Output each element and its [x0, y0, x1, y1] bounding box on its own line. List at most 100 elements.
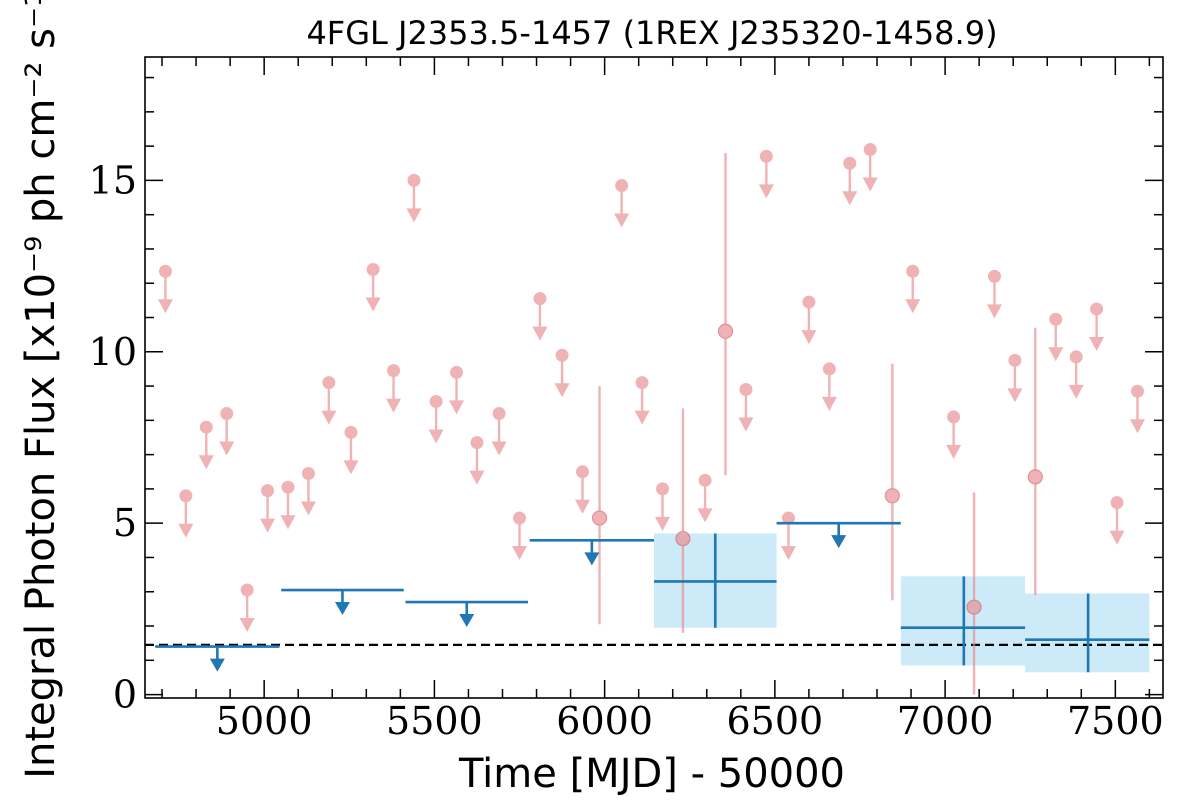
- upper-limit-arrowhead: [584, 552, 600, 566]
- upper-limit-arrowhead: [758, 184, 774, 199]
- upper-limit-marker: [240, 583, 254, 597]
- short-bin-upper-limit: [321, 376, 337, 425]
- short-bin-detection: [591, 386, 608, 625]
- upper-limit-arrowhead: [1048, 347, 1064, 362]
- upper-limit-arrowhead: [406, 208, 422, 223]
- upper-limit-marker: [1110, 496, 1124, 510]
- upper-limit-marker: [635, 376, 649, 390]
- upper-limit-arrowhead: [209, 658, 225, 672]
- upper-limit-arrowhead: [491, 441, 507, 456]
- upper-limit-arrowhead: [321, 410, 337, 425]
- short-bin-upper-limit: [386, 364, 402, 413]
- upper-limit-marker: [301, 466, 315, 480]
- y-tick-label: 10: [89, 330, 137, 374]
- upper-limit-marker: [429, 394, 443, 408]
- upper-limit-arrowhead: [634, 410, 650, 425]
- short-bin-upper-limit: [655, 482, 671, 531]
- detection-marker: [1027, 469, 1043, 485]
- short-bin-upper-limit: [260, 484, 276, 533]
- upper-limit-arrowhead: [178, 523, 194, 538]
- upper-limit-arrowhead: [831, 535, 847, 549]
- short-bin-upper-limit: [532, 292, 548, 341]
- upper-limit-marker: [492, 406, 506, 420]
- x-tick-label: 7500: [1067, 699, 1164, 743]
- upper-limit-arrowhead: [842, 191, 858, 206]
- short-bin-upper-limit: [842, 156, 858, 206]
- upper-limit-marker: [220, 406, 234, 420]
- short-bin-upper-limit: [1048, 312, 1064, 362]
- upper-limit-marker: [802, 295, 816, 309]
- upper-limit-marker: [387, 364, 401, 378]
- upper-limit-marker: [1069, 350, 1083, 364]
- long-bin-detection: [654, 533, 777, 628]
- upper-limit-marker: [407, 173, 421, 187]
- upper-limit-arrowhead: [780, 546, 796, 561]
- x-tick-label: 7000: [897, 699, 994, 743]
- upper-limit-arrowhead: [469, 470, 485, 485]
- detection-marker: [675, 531, 691, 547]
- upper-limit-arrowhead: [614, 213, 630, 228]
- upper-limit-marker: [322, 376, 336, 390]
- short-bin-upper-limit: [491, 406, 507, 456]
- short-bin-upper-limit: [780, 511, 796, 561]
- upper-limit-arrowhead: [1129, 419, 1145, 434]
- long-bin-upper-limit: [529, 539, 654, 566]
- upper-limit-arrowhead: [512, 546, 528, 561]
- upper-limit-marker: [1008, 353, 1022, 367]
- upper-limit-arrowhead: [738, 417, 754, 432]
- short-bin-upper-limit: [1007, 353, 1023, 403]
- short-bin-upper-limit: [219, 406, 235, 456]
- upper-limit-marker: [470, 436, 484, 450]
- upper-limit-arrowhead: [198, 455, 214, 470]
- y-tick-label: 5: [113, 501, 137, 545]
- short-bin-upper-limit: [801, 295, 817, 345]
- upper-limit-arrowhead: [1109, 530, 1125, 545]
- short-bin-upper-limit: [758, 149, 774, 199]
- upper-limit-arrowhead: [239, 618, 255, 633]
- short-bin-upper-limit: [697, 473, 713, 523]
- upper-limit-arrowhead: [554, 383, 570, 398]
- upper-limit-arrowhead: [946, 444, 962, 459]
- short-bin-detection: [884, 363, 900, 601]
- upper-limit-marker: [199, 420, 213, 434]
- upper-limit-marker: [366, 263, 380, 277]
- short-bin-detection: [717, 152, 734, 476]
- short-bin-upper-limit: [428, 394, 444, 444]
- upper-limit-marker: [759, 149, 773, 163]
- labels-layer: Time [MJD] - 50000 Integral Photon Flux …: [18, 0, 1164, 797]
- upper-limit-marker: [555, 348, 569, 362]
- long-bin-upper-limit: [155, 645, 280, 672]
- short-bin-upper-limit: [343, 425, 359, 475]
- upper-limit-marker: [450, 365, 464, 379]
- upper-limit-marker: [781, 511, 795, 525]
- short-bin-upper-limit: [905, 264, 921, 314]
- upper-limit-arrowhead: [1007, 388, 1023, 403]
- upper-limit-marker: [615, 179, 629, 193]
- upper-limit-arrowhead: [905, 299, 921, 314]
- short-bin-upper-limit: [986, 269, 1002, 319]
- short-bin-upper-limit: [575, 465, 591, 514]
- x-tick-label: 5500: [386, 699, 483, 743]
- short-bin-detection: [1027, 327, 1043, 596]
- x-tick-label: 6500: [727, 699, 824, 743]
- short-bin-upper-limit: [634, 376, 650, 425]
- short-bin-upper-limit: [1068, 350, 1084, 399]
- short-bin-upper-limit: [512, 511, 528, 561]
- upper-limit-arrowhead: [801, 330, 817, 345]
- short-bin-upper-limit: [406, 173, 422, 223]
- upper-limit-marker: [344, 425, 358, 439]
- short-bin-upper-limit: [821, 362, 837, 411]
- short-bin-upper-limit: [157, 264, 173, 314]
- upper-limit-marker: [281, 480, 295, 494]
- upper-limit-marker: [1090, 302, 1104, 316]
- upper-limit-arrowhead: [862, 177, 878, 192]
- upper-limit-arrowhead: [697, 508, 713, 523]
- short-bin-upper-limit: [178, 489, 194, 538]
- short-bin-upper-limit: [280, 480, 296, 530]
- detection-marker: [966, 599, 982, 615]
- upper-limit-arrowhead: [157, 299, 173, 314]
- plot-frame: [144, 56, 1164, 699]
- short-bin-upper-limit: [738, 382, 754, 432]
- upper-limit-marker: [656, 482, 670, 496]
